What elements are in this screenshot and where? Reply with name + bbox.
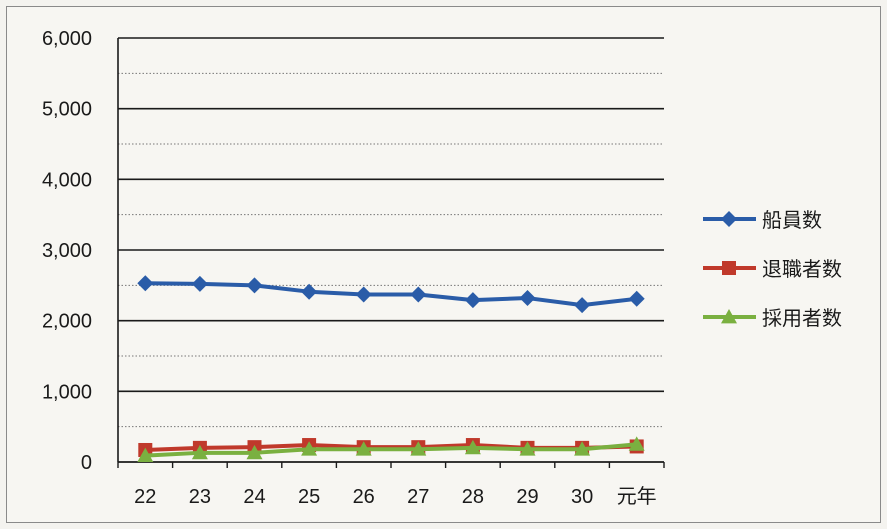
legend-label: 退職者数 bbox=[762, 257, 842, 281]
x-tick-label: 28 bbox=[462, 486, 484, 508]
data-point bbox=[519, 290, 536, 307]
y-tick-label: 2,000 bbox=[42, 311, 92, 333]
y-tick-label: 3,000 bbox=[42, 240, 92, 262]
x-tick-label: 24 bbox=[243, 486, 265, 508]
y-axis: 6,000 5,000 4,000 3,000 2,000 1,000 0 bbox=[42, 28, 119, 474]
data-point bbox=[574, 297, 591, 314]
data-point bbox=[574, 441, 591, 456]
data-point bbox=[191, 275, 208, 292]
data-point bbox=[410, 286, 427, 303]
data-point bbox=[137, 447, 154, 463]
data-point bbox=[355, 441, 372, 456]
data-point bbox=[246, 444, 263, 460]
y-tick-label: 5,000 bbox=[42, 99, 92, 121]
legend-item: 採用者数 bbox=[703, 306, 842, 330]
y-tick-label: 6,000 bbox=[42, 28, 92, 50]
data-point bbox=[191, 444, 208, 460]
y-tick-label: 1,000 bbox=[42, 381, 92, 403]
x-tick-label: 26 bbox=[353, 486, 375, 508]
series-group bbox=[137, 275, 645, 463]
x-tick-label: 29 bbox=[516, 486, 538, 508]
x-tick-label: 27 bbox=[407, 486, 429, 508]
legend-marker bbox=[722, 261, 736, 275]
data-point bbox=[628, 436, 645, 451]
y-tick-label: 4,000 bbox=[42, 169, 92, 191]
x-axis: 22 23 24 25 26 27 28 29 30 元年 bbox=[117, 461, 665, 508]
legend-marker bbox=[721, 211, 737, 227]
y-tick-label: 0 bbox=[81, 452, 92, 474]
legend-item: 船員数 bbox=[703, 208, 822, 232]
data-point bbox=[464, 439, 481, 455]
legend-item: 退職者数 bbox=[703, 257, 842, 281]
grid-lines bbox=[118, 37, 664, 463]
legend-label: 採用者数 bbox=[762, 306, 842, 330]
x-tick-label: 元年 bbox=[617, 485, 657, 508]
data-point bbox=[301, 283, 318, 300]
data-point bbox=[519, 441, 536, 456]
series-line bbox=[145, 281, 637, 308]
series-triangle bbox=[137, 436, 645, 463]
data-point bbox=[246, 277, 263, 294]
x-tick-label: 30 bbox=[571, 486, 593, 508]
data-point bbox=[301, 441, 318, 456]
data-point bbox=[410, 441, 427, 456]
x-tick-label: 22 bbox=[134, 486, 156, 508]
legend-label: 船員数 bbox=[762, 208, 822, 232]
x-tick-label: 23 bbox=[189, 486, 211, 508]
x-tick-label: 25 bbox=[298, 486, 320, 508]
series-diamond bbox=[137, 275, 645, 314]
data-point bbox=[137, 275, 154, 292]
data-point bbox=[628, 290, 645, 307]
data-point bbox=[464, 292, 481, 309]
legend-marker bbox=[721, 309, 737, 324]
series-line bbox=[145, 442, 637, 458]
data-point bbox=[355, 286, 372, 303]
